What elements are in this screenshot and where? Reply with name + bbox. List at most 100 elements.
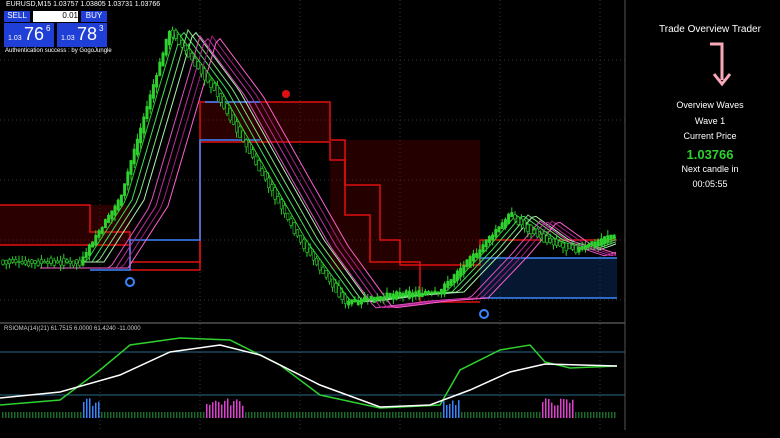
candle (580, 246, 584, 249)
candle (555, 238, 559, 246)
candle (603, 236, 607, 244)
candle (55, 260, 59, 264)
hist-bar (182, 412, 184, 418)
candle (382, 296, 386, 300)
candle (75, 259, 79, 265)
candle (331, 278, 335, 288)
candle (206, 72, 210, 83)
hist-bar (611, 412, 613, 418)
ma-line (40, 37, 617, 309)
hist-bar (92, 405, 94, 418)
hist-bar (566, 399, 568, 418)
signal-buy (479, 309, 489, 319)
candle (481, 244, 485, 253)
hist-bar (86, 398, 88, 418)
hist-bar (575, 412, 577, 418)
candle (1, 259, 5, 265)
candle (36, 260, 40, 266)
candle (321, 266, 325, 274)
candle (193, 58, 197, 67)
hist-bar (455, 405, 457, 418)
hist-bar (257, 412, 259, 418)
candle (20, 261, 24, 265)
candle (423, 290, 427, 296)
candle (318, 259, 322, 271)
candle (539, 233, 543, 239)
candle (65, 259, 69, 263)
candle (564, 242, 568, 252)
hist-bar (122, 412, 124, 418)
hist-bar (188, 412, 190, 418)
hist-bar (206, 404, 208, 418)
hist-bar (341, 412, 343, 418)
hist-bar (467, 412, 469, 418)
candle (129, 160, 133, 175)
candle (299, 235, 303, 243)
hist-bar (80, 412, 82, 418)
sell-button[interactable]: SELL (4, 11, 30, 22)
candle (487, 236, 491, 243)
candle (276, 196, 280, 204)
candle (238, 126, 242, 138)
hist-bar (377, 412, 379, 418)
candle (567, 242, 571, 250)
hist-bar (500, 412, 502, 418)
candle (379, 296, 383, 301)
hist-bar (563, 399, 565, 418)
candle (199, 64, 203, 75)
candle (247, 142, 251, 154)
symbol-info: EURUSD,M15 1.03757 1.03805 1.03731 1.037… (6, 1, 161, 8)
hist-bar (95, 402, 97, 418)
candle (103, 219, 107, 229)
hist-bar (74, 412, 76, 418)
hist-bar (356, 412, 358, 418)
candle (84, 251, 88, 258)
lot-input[interactable]: 0.01 (33, 11, 78, 22)
hist-bar (614, 412, 616, 418)
hist-bar (167, 412, 169, 418)
hist-bar (470, 412, 472, 418)
candle (119, 194, 123, 207)
hist-bar (539, 412, 541, 418)
price-big: 76 (24, 24, 45, 44)
candle (558, 241, 562, 247)
hist-bar (53, 412, 55, 418)
hist-bar (413, 412, 415, 418)
candle (372, 296, 376, 303)
buy-button[interactable]: BUY (81, 11, 107, 22)
hist-bar (269, 412, 271, 418)
hist-bar (254, 412, 256, 418)
candle (519, 218, 523, 226)
candle (590, 241, 594, 246)
hist-bar (503, 412, 505, 418)
hist-bar (173, 412, 175, 418)
candle (43, 261, 47, 264)
candle (391, 293, 395, 300)
cloud (330, 140, 480, 270)
hist-bar (536, 412, 538, 418)
candle (545, 235, 549, 243)
candle (241, 130, 245, 142)
hist-bar (491, 412, 493, 418)
candle (574, 245, 578, 254)
sell-price[interactable]: 1.03 76 6 (4, 23, 54, 47)
candle (526, 224, 530, 232)
hist-bar (59, 412, 61, 418)
hist-bar (473, 412, 475, 418)
candle (571, 244, 575, 250)
hist-bar (590, 412, 592, 418)
candle (548, 238, 552, 243)
hist-bar (176, 412, 178, 418)
hist-bar (197, 412, 199, 418)
buy-price[interactable]: 1.03 78 3 (57, 23, 107, 47)
red-band-lower (0, 141, 480, 303)
candle (254, 155, 258, 165)
hist-bar (365, 412, 367, 418)
hist-bar (368, 412, 370, 418)
overview-panel (640, 0, 780, 438)
candle (286, 213, 290, 220)
candle (4, 259, 8, 265)
hist-bar (152, 412, 154, 418)
candle (62, 257, 66, 266)
candle (404, 290, 408, 296)
